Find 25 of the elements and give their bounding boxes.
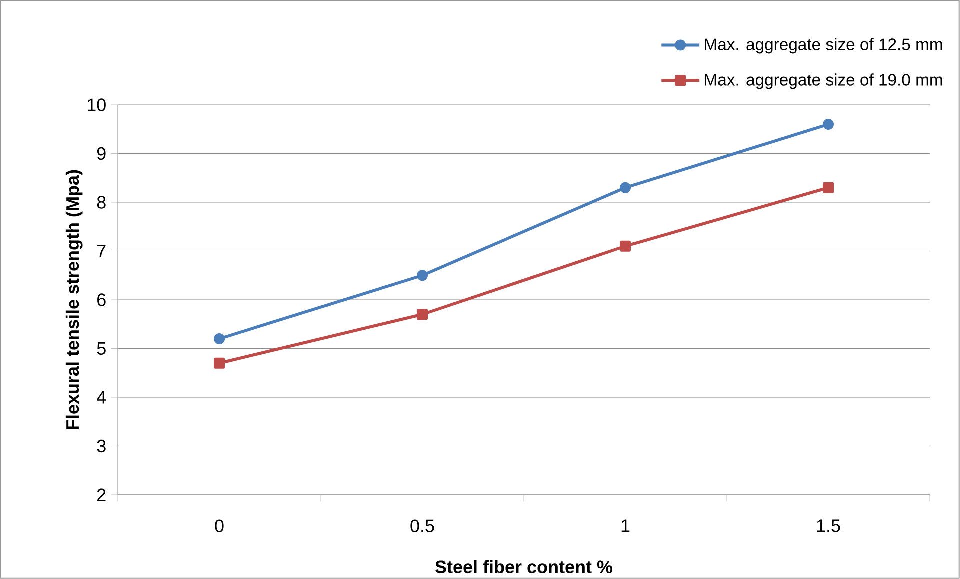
point [417, 309, 428, 320]
y-tick-label: 5 [97, 342, 106, 356]
x-tick-label: 0.5 [410, 520, 434, 532]
x-axis-title: Steel fiber content % [436, 560, 613, 574]
point [417, 270, 428, 282]
x-tick-label: 1 [622, 520, 630, 532]
y-axis-title: Flexural tensile strength (Mpa) [66, 170, 83, 430]
point [620, 240, 631, 252]
y-tick-label: 6 [98, 294, 106, 306]
y-tick-label: 8 [97, 196, 106, 209]
x-tick-label: 1.5 [817, 520, 840, 532]
y-tick-label: 9 [97, 147, 106, 160]
y-tick-label: 3 [97, 440, 106, 453]
legend-label: Max. aggregate size of 12.5 mm [705, 38, 942, 54]
legend-label: Max. aggregate size of 19.0 mm [705, 74, 942, 90]
x-tick-label: 0 [215, 520, 224, 532]
y-tick-label: 10 [88, 98, 106, 112]
point [214, 358, 226, 369]
y-tick-label: 4 [97, 391, 106, 404]
y-tick-label: 7 [98, 245, 106, 258]
y-tick-label: 2 [98, 488, 106, 502]
point [620, 182, 631, 194]
point [214, 334, 226, 345]
point [823, 182, 834, 194]
point [823, 119, 834, 130]
